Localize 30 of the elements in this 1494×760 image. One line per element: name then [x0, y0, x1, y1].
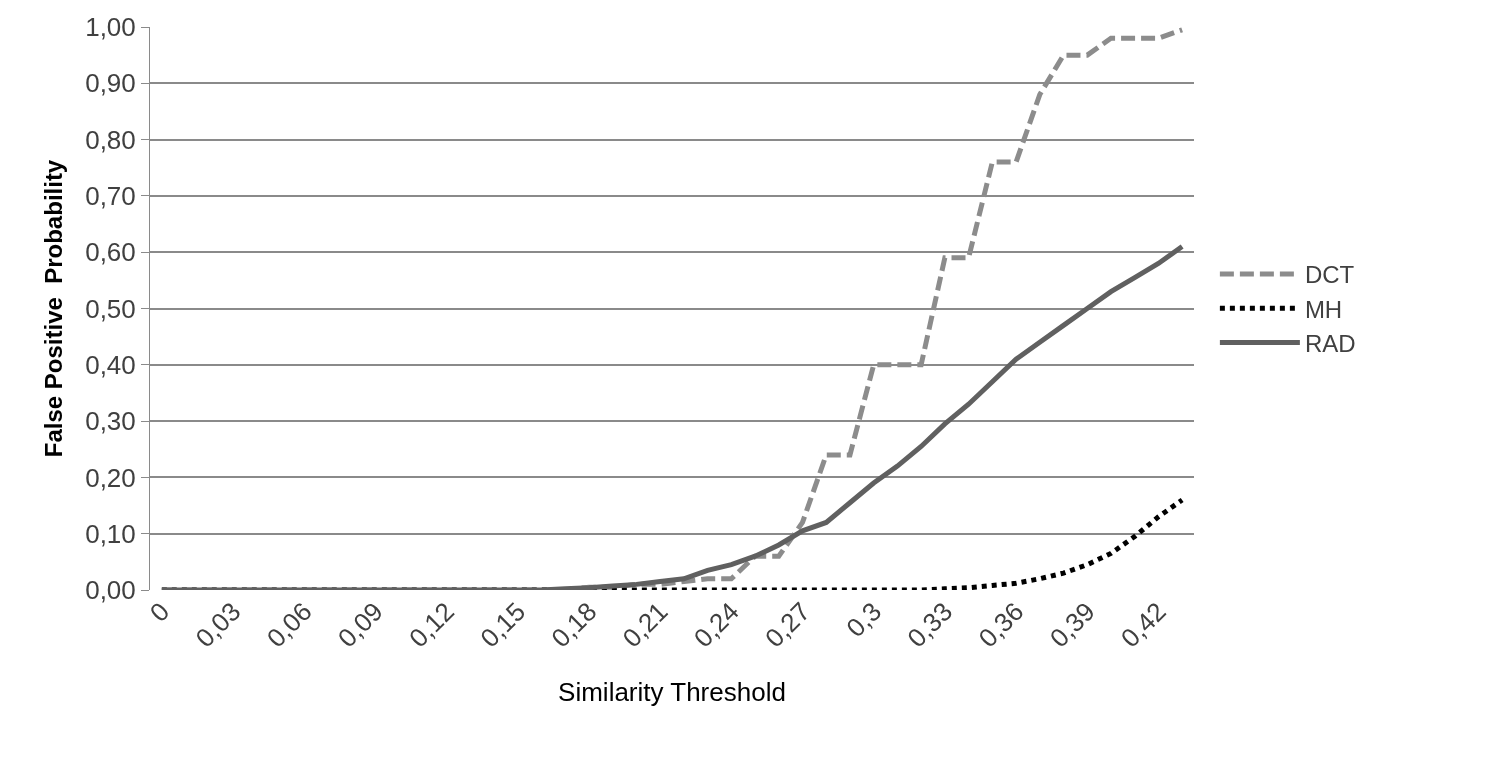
y-tick-label: 0,20 — [85, 462, 136, 493]
legend-label: MH — [1304, 295, 1343, 323]
x-tick-label: 0,24 — [687, 596, 745, 654]
y-tick-label: 0,70 — [85, 181, 136, 211]
x-tick-label: 0,39 — [1043, 596, 1101, 654]
y-tick-label: 0,00 — [85, 575, 136, 606]
x-tick-label: 0,15 — [474, 596, 532, 654]
y-tick-label: 0,10 — [85, 518, 136, 549]
y-tick-label: 0,40 — [85, 349, 136, 380]
y-tick-label: 0,80 — [85, 124, 136, 155]
legend-label: DCT — [1304, 261, 1355, 289]
x-tick-label: 0,3 — [840, 596, 888, 643]
y-tick-label: 0,30 — [85, 406, 136, 437]
x-tick-label: 0 — [143, 596, 176, 628]
y-tick-label: 0,60 — [85, 237, 136, 268]
legend-label: RAD — [1304, 329, 1356, 357]
x-tick-label: 0,03 — [189, 596, 247, 654]
x-tick-label: 0,09 — [331, 596, 389, 654]
x-tick-label: 0,06 — [260, 596, 318, 654]
x-tick-label: 0,42 — [1114, 596, 1172, 654]
y-axis-title: False Positive Probability — [40, 159, 68, 458]
x-tick-label: 0,36 — [972, 596, 1030, 654]
y-tick-label: 1,00 — [85, 12, 136, 43]
x-tick-label: 0,12 — [403, 596, 461, 654]
y-tick-label: 0,90 — [85, 68, 136, 99]
x-tick-label: 0,21 — [616, 596, 674, 654]
y-tick-label: 0,50 — [85, 293, 136, 324]
x-tick-label: 0,33 — [901, 596, 959, 654]
x-axis-title: Similarity Threshold — [558, 676, 786, 707]
x-tick-label: 0,18 — [545, 596, 603, 654]
